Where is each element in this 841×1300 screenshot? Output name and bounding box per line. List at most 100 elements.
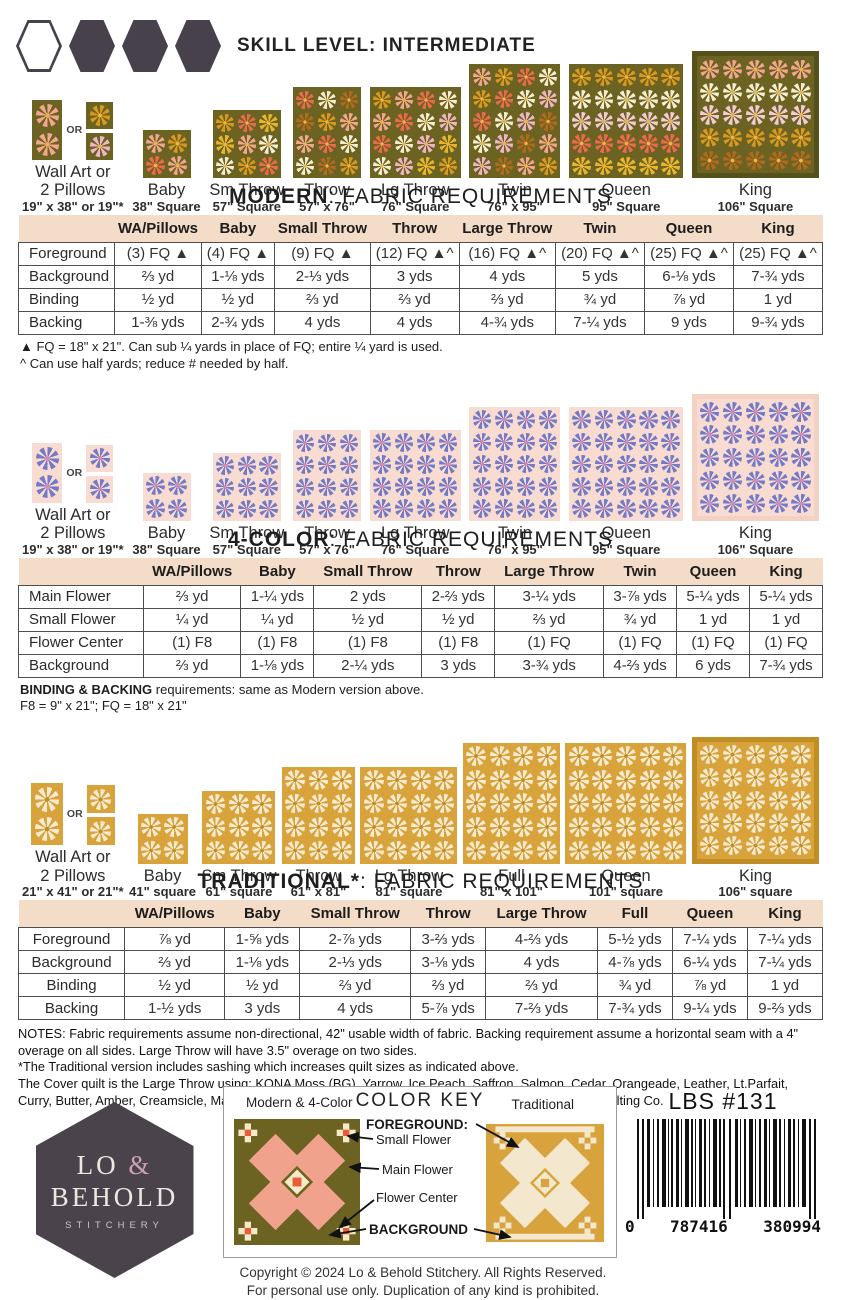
table-header-row: WA/Pillows Baby Small Throw Throw Large Thro… — [18, 214, 823, 243]
fourcolor-requirements-table: WA/Pillows Baby Small Throw Throw Large Thro… — [18, 557, 824, 678]
flower-motif — [768, 402, 788, 422]
flower-motif — [317, 134, 337, 154]
flower-motif — [639, 89, 658, 109]
barcode-column: LBS #131 — [623, 1086, 823, 1236]
flower-motif — [723, 82, 743, 102]
flower-motif — [494, 67, 514, 87]
size-dims: 106" Square — [717, 198, 794, 214]
flower-motif — [466, 769, 487, 790]
flower-motif — [594, 89, 614, 109]
flower-motif — [373, 499, 392, 518]
requirement-cell: (1) FQ — [748, 630, 824, 655]
size-dims: 61" x 81" — [290, 884, 347, 900]
flower-motif — [395, 433, 414, 452]
flower-motif — [285, 793, 305, 814]
flower-motif — [661, 112, 680, 131]
flower-motif — [252, 794, 273, 814]
flower-motif — [339, 499, 358, 518]
requirement-cell: ⅔ yd — [114, 264, 202, 289]
flower-motif — [331, 840, 352, 861]
flower-motif — [395, 112, 414, 132]
skill-level-hexagons — [16, 20, 221, 72]
flower-motif — [568, 746, 589, 767]
note-rest: requirements: same as Modern version abo… — [152, 681, 424, 697]
flower-motif — [373, 477, 392, 496]
flower-motif — [594, 454, 614, 474]
flower-motif — [791, 493, 811, 513]
flower-motif — [516, 90, 536, 109]
flower-motif — [745, 448, 766, 468]
copyright-line2: For personal use only. Duplication of an… — [246, 1282, 600, 1298]
requirement-cell: 3 yds — [421, 653, 496, 678]
flower-motif — [494, 410, 514, 429]
quilt-thumbnail — [565, 742, 687, 864]
flower-motif — [745, 790, 766, 810]
flower-motif — [439, 112, 458, 132]
flower-motif — [616, 112, 636, 131]
flower-motif — [516, 134, 536, 153]
requirement-cell: (3) FQ ▲ — [114, 241, 202, 266]
size-name: Lg Throw — [381, 181, 450, 200]
requirement-cell: 1 yd — [746, 973, 824, 998]
quilt-thumbnail — [691, 51, 819, 179]
flower-motif — [745, 105, 766, 125]
flower-motif — [745, 128, 766, 148]
size-dims: 57" Square — [212, 198, 281, 214]
flower-motif — [791, 128, 811, 148]
flower-motif — [768, 59, 788, 79]
quilt-thumbnail — [86, 785, 115, 814]
flower-motif — [723, 470, 743, 490]
flower-motif — [639, 156, 658, 176]
flower-motif — [410, 793, 431, 814]
flower-motif — [439, 477, 458, 496]
flower-motif — [516, 477, 536, 496]
flower-motif — [791, 82, 811, 102]
size-name: King — [738, 524, 772, 543]
flower-motif — [592, 769, 613, 790]
requirement-cell: 3-¾ yds — [494, 653, 605, 678]
color-key-box: COLOR KEY Modern & 4-Color Traditional — [223, 1086, 617, 1258]
pattern-number: LBS #131 — [668, 1088, 778, 1114]
or-label: OR — [66, 466, 83, 479]
quilt-thumbnail — [293, 87, 362, 179]
requirement-cell: 3 yds — [369, 264, 460, 289]
flower-motif — [572, 112, 592, 131]
requirement-cell: 7-¼ yds — [671, 927, 748, 952]
flower-motif — [723, 448, 743, 468]
flower-motif — [317, 156, 337, 176]
flower-motif — [663, 793, 684, 814]
flower-motif — [140, 840, 161, 861]
flower-motif — [494, 454, 514, 474]
row-label: Backing — [17, 310, 116, 335]
flower-motif — [536, 793, 557, 814]
traditional-size-row: OR Wall Art or 2 Pillows 21" x 41" or 21"*… — [18, 717, 823, 900]
column-header: Full — [597, 900, 673, 928]
flower-motif — [700, 150, 720, 171]
quilt-thumbnail — [469, 407, 561, 522]
size-dims: 57" x 76" — [299, 198, 355, 214]
flower-motif — [252, 840, 273, 861]
flower-motif — [216, 135, 235, 154]
quilt-thumbnail — [142, 473, 191, 522]
flower-motif — [572, 410, 592, 430]
barcode-digit-left: 0 — [625, 1217, 635, 1236]
foreground-key-label: FOREGROUND: — [366, 1117, 468, 1132]
requirement-cell: 3-⅞ yds — [603, 584, 678, 609]
flower-motif — [472, 477, 492, 496]
flower-motif — [89, 105, 110, 126]
flower-motif — [536, 769, 557, 790]
quilt-thumbnail — [86, 133, 114, 160]
flower-motif — [592, 816, 613, 837]
flower-motif — [516, 67, 536, 87]
flower-motif — [639, 112, 658, 131]
quilt-thumbnail — [281, 766, 355, 864]
table-row: Flower Center (1) F8 (1) F8 (1) F8 (1) F8 (1)… — [18, 630, 824, 655]
flower-motif — [513, 769, 534, 790]
flower-motif — [639, 454, 658, 474]
flower-motif — [168, 156, 188, 176]
flower-motif — [516, 112, 536, 131]
requirement-cell: 1 yd — [732, 287, 824, 312]
column-header: Throw — [421, 557, 495, 586]
flower-motif — [285, 770, 305, 790]
